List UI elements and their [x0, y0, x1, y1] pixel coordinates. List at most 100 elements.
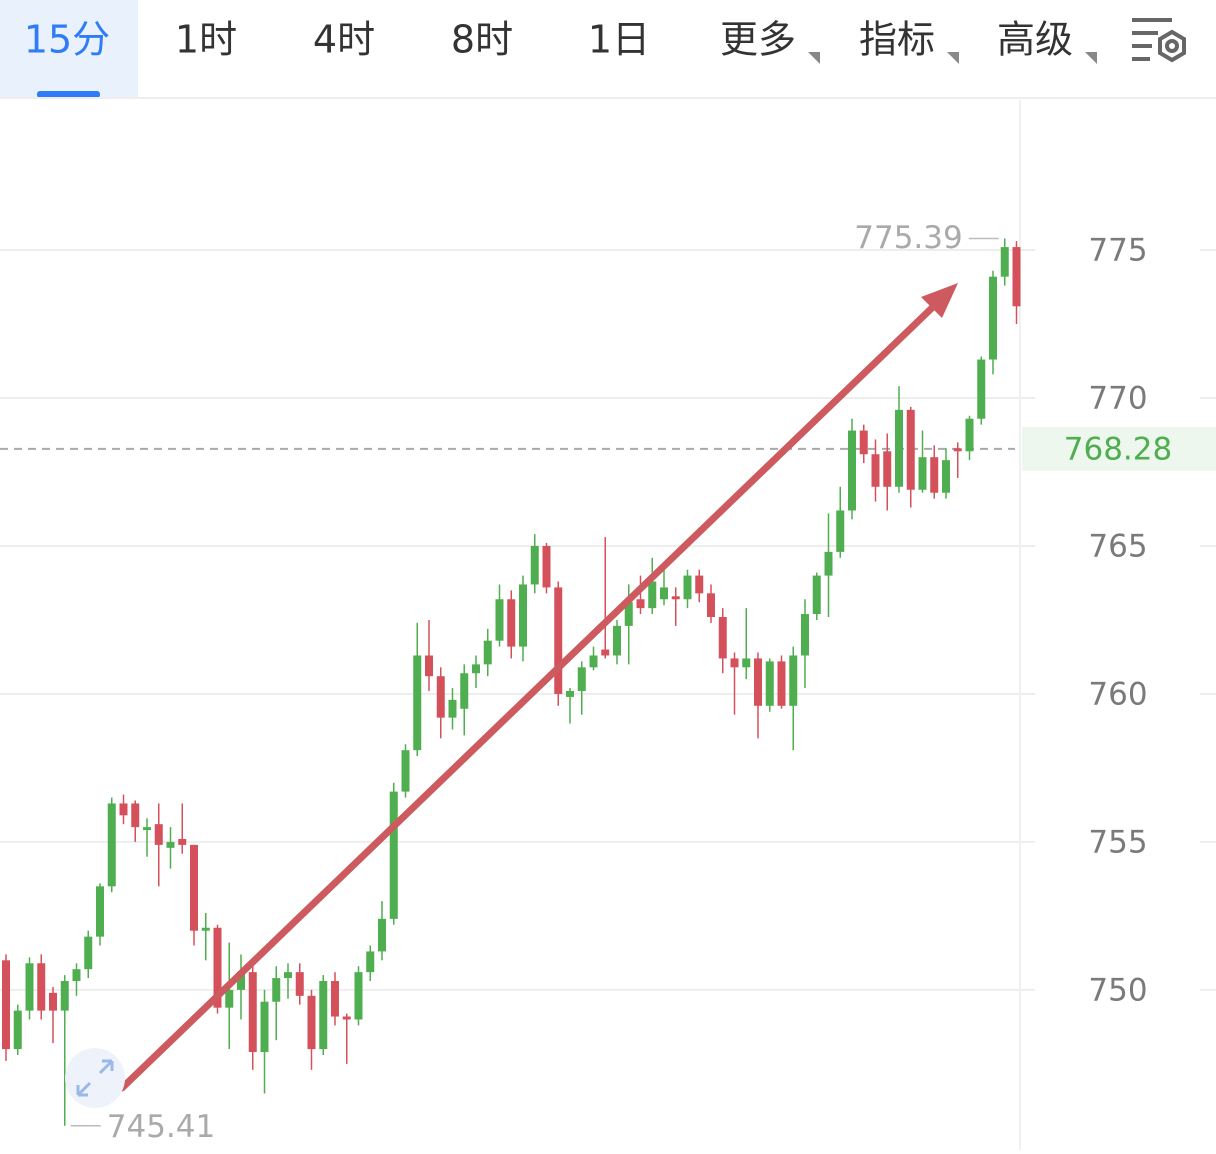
y-tick-label: 750: [1088, 972, 1147, 1008]
candle-body: [119, 803, 128, 816]
candle-body: [25, 963, 34, 1011]
candle-body: [577, 667, 586, 691]
candle-body: [237, 972, 245, 990]
candle-body: [460, 673, 469, 709]
candle-body: [213, 927, 222, 1008]
tab[interactable]: 指标: [859, 18, 935, 62]
candle-body: [566, 690, 574, 697]
candle-body: [918, 457, 927, 490]
candle-body: [225, 989, 234, 1008]
candle-body: [507, 599, 516, 647]
candle-body: [895, 409, 903, 487]
candle-body: [601, 649, 610, 656]
y-tick-label: 775: [1088, 233, 1147, 269]
candle-body: [801, 614, 809, 656]
candle-body: [660, 587, 668, 600]
candle-body: [977, 359, 986, 419]
candle-body: [96, 886, 104, 937]
dropdown-caret: [1085, 52, 1097, 64]
y-tick-label: 765: [1088, 528, 1147, 564]
candle-body: [953, 448, 962, 452]
candle-body: [295, 972, 304, 996]
candle-body: [483, 640, 492, 665]
candle-body: [848, 430, 856, 511]
tab[interactable]: 4时: [313, 18, 375, 62]
dropdown-caret: [947, 52, 959, 64]
candle-body: [613, 625, 621, 656]
candle-body: [260, 1001, 269, 1053]
y-tick-label: 755: [1088, 824, 1147, 860]
candle-body: [742, 658, 751, 668]
high-label: 775.39: [854, 220, 962, 256]
active-tab-bg: [0, 0, 138, 98]
y-tick-label: 770: [1088, 381, 1147, 417]
candle-body: [671, 596, 680, 600]
candle-body: [930, 457, 939, 493]
candle-body: [636, 599, 645, 609]
candle-body: [2, 960, 10, 1050]
candle-body: [883, 451, 892, 487]
tab[interactable]: 1日: [588, 18, 650, 62]
candle-body: [49, 992, 57, 1011]
tab[interactable]: 高级: [997, 18, 1073, 62]
candle-body: [366, 951, 375, 973]
candle-body: [307, 995, 316, 1050]
candle-body: [1012, 247, 1021, 307]
candle-body: [730, 658, 739, 668]
candle-body: [413, 655, 422, 751]
candle-body: [319, 981, 328, 1050]
candle-body: [154, 824, 163, 845]
candle-body: [906, 409, 915, 490]
candle-body: [131, 803, 140, 828]
active-tab-indicator: [37, 91, 100, 98]
candle-body: [836, 510, 845, 552]
candle-body: [519, 584, 527, 647]
candle-body: [84, 936, 93, 970]
tab[interactable]: 15分: [24, 18, 110, 62]
candle-body: [354, 972, 363, 1020]
candle-body: [72, 969, 81, 982]
candle-body: [765, 661, 774, 706]
candle-body: [624, 602, 633, 626]
candle-body: [707, 593, 715, 618]
y-tick-label: 760: [1088, 676, 1147, 712]
tab[interactable]: 1时: [175, 18, 237, 62]
candle-body: [965, 418, 974, 452]
candle-body: [495, 599, 504, 641]
candle-body: [859, 430, 868, 455]
candle-body: [589, 655, 598, 668]
candle-body: [37, 963, 46, 1011]
tab[interactable]: 8时: [451, 18, 513, 62]
candle-body: [401, 750, 410, 792]
last-price-label: 768.28: [1064, 431, 1172, 467]
candle-body: [60, 981, 69, 1011]
candle-body: [824, 551, 833, 576]
tab[interactable]: 更多: [720, 18, 796, 62]
candle-body: [448, 699, 457, 718]
low-label: 745.41: [107, 1109, 215, 1145]
candle-body: [389, 791, 398, 919]
candle-body: [542, 545, 551, 588]
candle-body: [754, 658, 762, 706]
candle-body: [648, 581, 657, 609]
candle-body: [777, 661, 786, 706]
candle-body: [331, 981, 339, 1017]
trend-arrow: [118, 283, 958, 1092]
candle-body: [425, 655, 433, 677]
candle-body: [107, 803, 116, 887]
candle-body: [989, 276, 997, 360]
candle-body: [166, 841, 175, 848]
candle-body: [436, 676, 445, 718]
dropdown-caret: [808, 52, 820, 64]
candle-body: [1000, 247, 1009, 277]
candle-body: [284, 972, 292, 979]
candle-body: [342, 1016, 351, 1020]
candle-body: [718, 617, 727, 659]
expand-icon[interactable]: [65, 1048, 125, 1108]
candle-body: [178, 838, 187, 845]
settings-icon[interactable]: [1132, 18, 1186, 63]
candle-body: [272, 978, 281, 1002]
candle-body: [378, 918, 386, 952]
